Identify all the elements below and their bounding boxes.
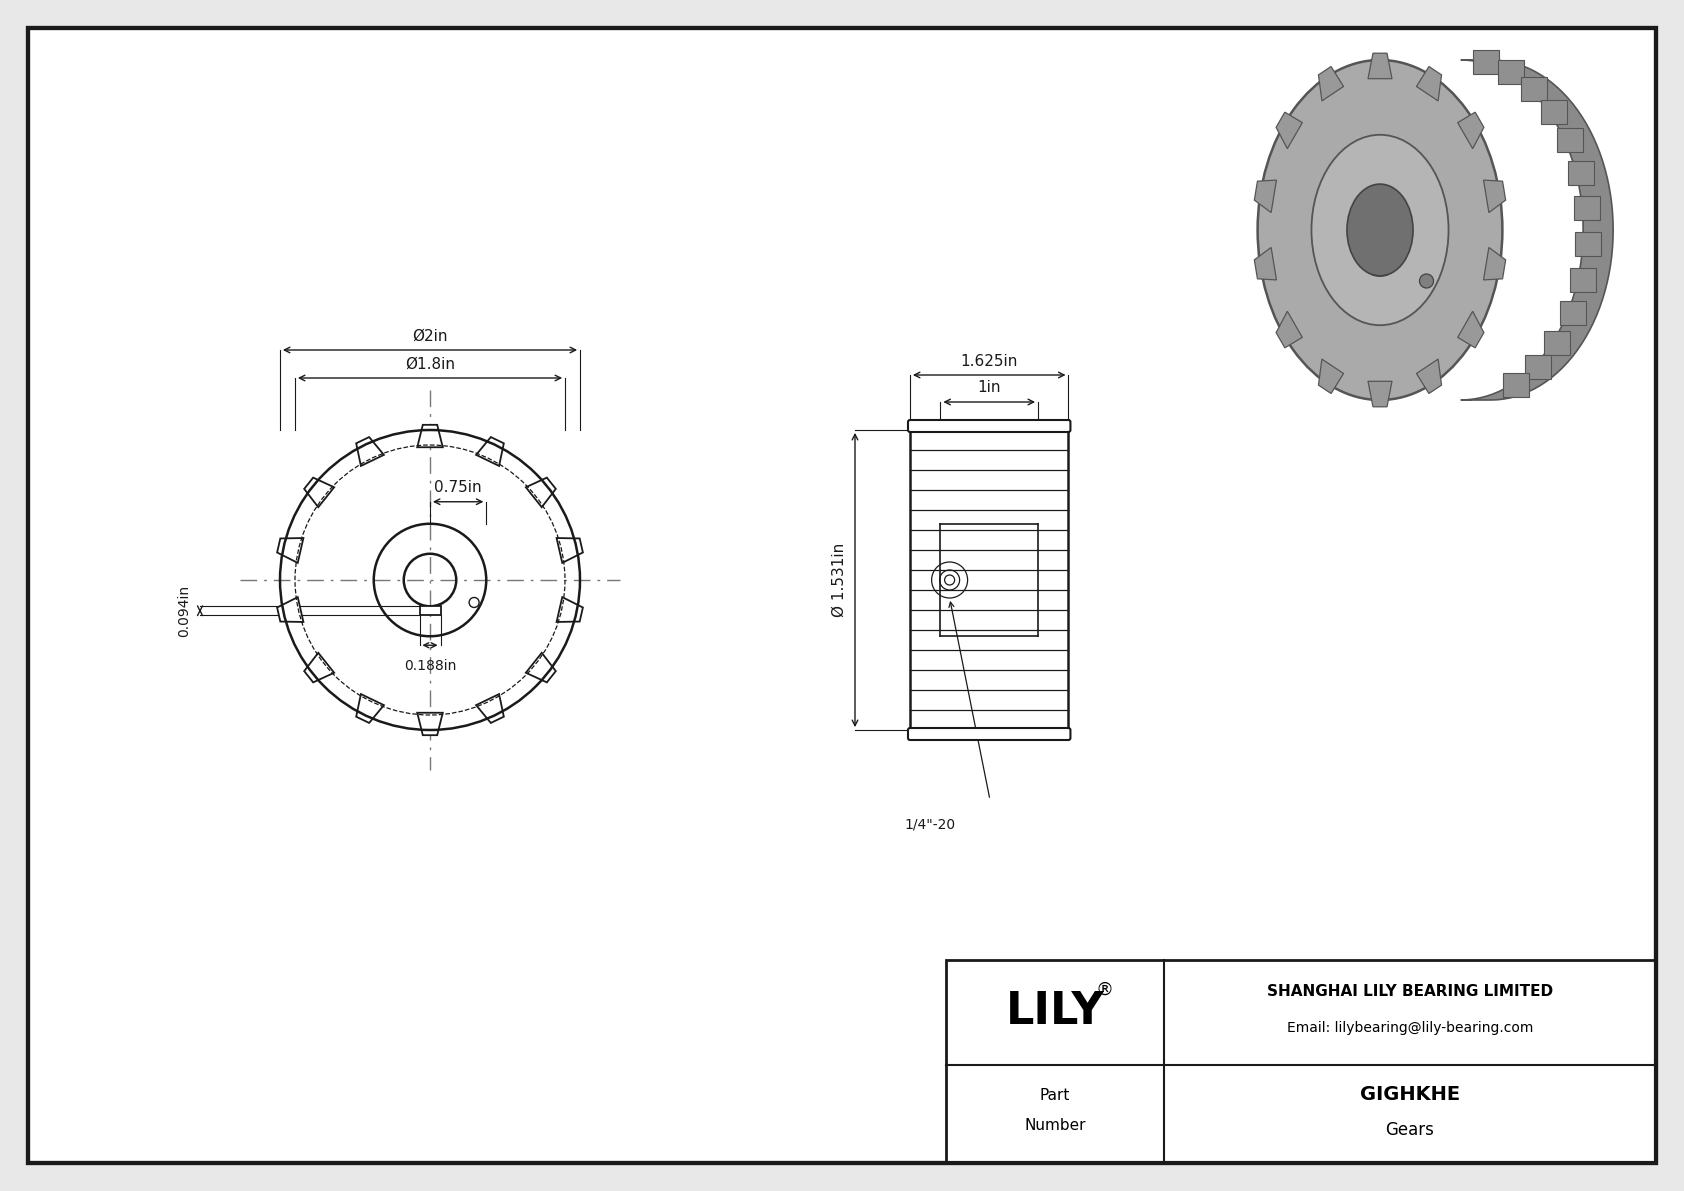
Ellipse shape — [1258, 60, 1502, 400]
Polygon shape — [1255, 180, 1276, 212]
Polygon shape — [1319, 358, 1344, 393]
Polygon shape — [305, 478, 333, 507]
Polygon shape — [1575, 197, 1600, 220]
Polygon shape — [525, 478, 556, 507]
Polygon shape — [418, 425, 443, 448]
Polygon shape — [557, 538, 583, 563]
Polygon shape — [1458, 311, 1484, 348]
Polygon shape — [1569, 268, 1596, 292]
Bar — [909, 430, 1068, 730]
Polygon shape — [1276, 311, 1302, 348]
Circle shape — [1420, 274, 1433, 288]
Text: Ø1.8in: Ø1.8in — [404, 356, 455, 372]
Polygon shape — [1502, 373, 1529, 398]
Polygon shape — [525, 653, 556, 682]
Polygon shape — [1559, 301, 1586, 325]
Text: Email: lilybearing@lily-bearing.com: Email: lilybearing@lily-bearing.com — [1287, 1021, 1532, 1035]
Text: SHANGHAI LILY BEARING LIMITED: SHANGHAI LILY BEARING LIMITED — [1266, 985, 1553, 999]
Polygon shape — [477, 437, 504, 466]
Text: 1in: 1in — [977, 380, 1000, 395]
Polygon shape — [1575, 232, 1601, 256]
Polygon shape — [418, 712, 443, 735]
Bar — [946, 960, 1655, 1162]
Polygon shape — [1460, 60, 1613, 400]
Polygon shape — [305, 653, 333, 682]
Text: Part: Part — [1039, 1087, 1071, 1103]
Text: Gears: Gears — [1386, 1121, 1435, 1139]
Text: Ø2in: Ø2in — [413, 329, 448, 343]
Polygon shape — [1544, 331, 1571, 355]
Polygon shape — [357, 437, 384, 466]
Text: 1.625in: 1.625in — [960, 354, 1017, 368]
Text: LILY: LILY — [1005, 991, 1105, 1034]
Polygon shape — [1568, 161, 1595, 185]
Polygon shape — [1526, 355, 1551, 379]
Polygon shape — [1484, 248, 1505, 280]
FancyBboxPatch shape — [908, 420, 1071, 432]
Polygon shape — [477, 694, 504, 723]
Polygon shape — [1458, 112, 1484, 149]
Text: 0.75in: 0.75in — [434, 480, 482, 495]
Text: 1/4"-20: 1/4"-20 — [904, 818, 955, 833]
Polygon shape — [1497, 60, 1524, 83]
Polygon shape — [1416, 358, 1442, 393]
Text: 0.188in: 0.188in — [404, 660, 456, 673]
Polygon shape — [557, 597, 583, 622]
Ellipse shape — [1347, 185, 1413, 276]
Text: Number: Number — [1024, 1117, 1086, 1133]
Polygon shape — [1556, 129, 1583, 152]
Polygon shape — [1416, 67, 1442, 101]
Polygon shape — [1521, 76, 1548, 101]
Polygon shape — [1319, 67, 1344, 101]
Polygon shape — [278, 538, 303, 563]
Polygon shape — [278, 597, 303, 622]
Text: 0.094in: 0.094in — [177, 585, 190, 637]
Polygon shape — [1484, 180, 1505, 212]
Polygon shape — [1255, 248, 1276, 280]
FancyBboxPatch shape — [908, 728, 1071, 740]
Ellipse shape — [1312, 135, 1448, 325]
Polygon shape — [419, 606, 441, 616]
Polygon shape — [1276, 112, 1302, 149]
Polygon shape — [357, 694, 384, 723]
Text: GIGHKHE: GIGHKHE — [1361, 1085, 1460, 1104]
Polygon shape — [1367, 381, 1393, 407]
Polygon shape — [1472, 50, 1499, 74]
Polygon shape — [1367, 54, 1393, 79]
Text: ®: ® — [1096, 981, 1115, 999]
Text: Ø 1.531in: Ø 1.531in — [832, 543, 847, 617]
Polygon shape — [1541, 100, 1566, 124]
